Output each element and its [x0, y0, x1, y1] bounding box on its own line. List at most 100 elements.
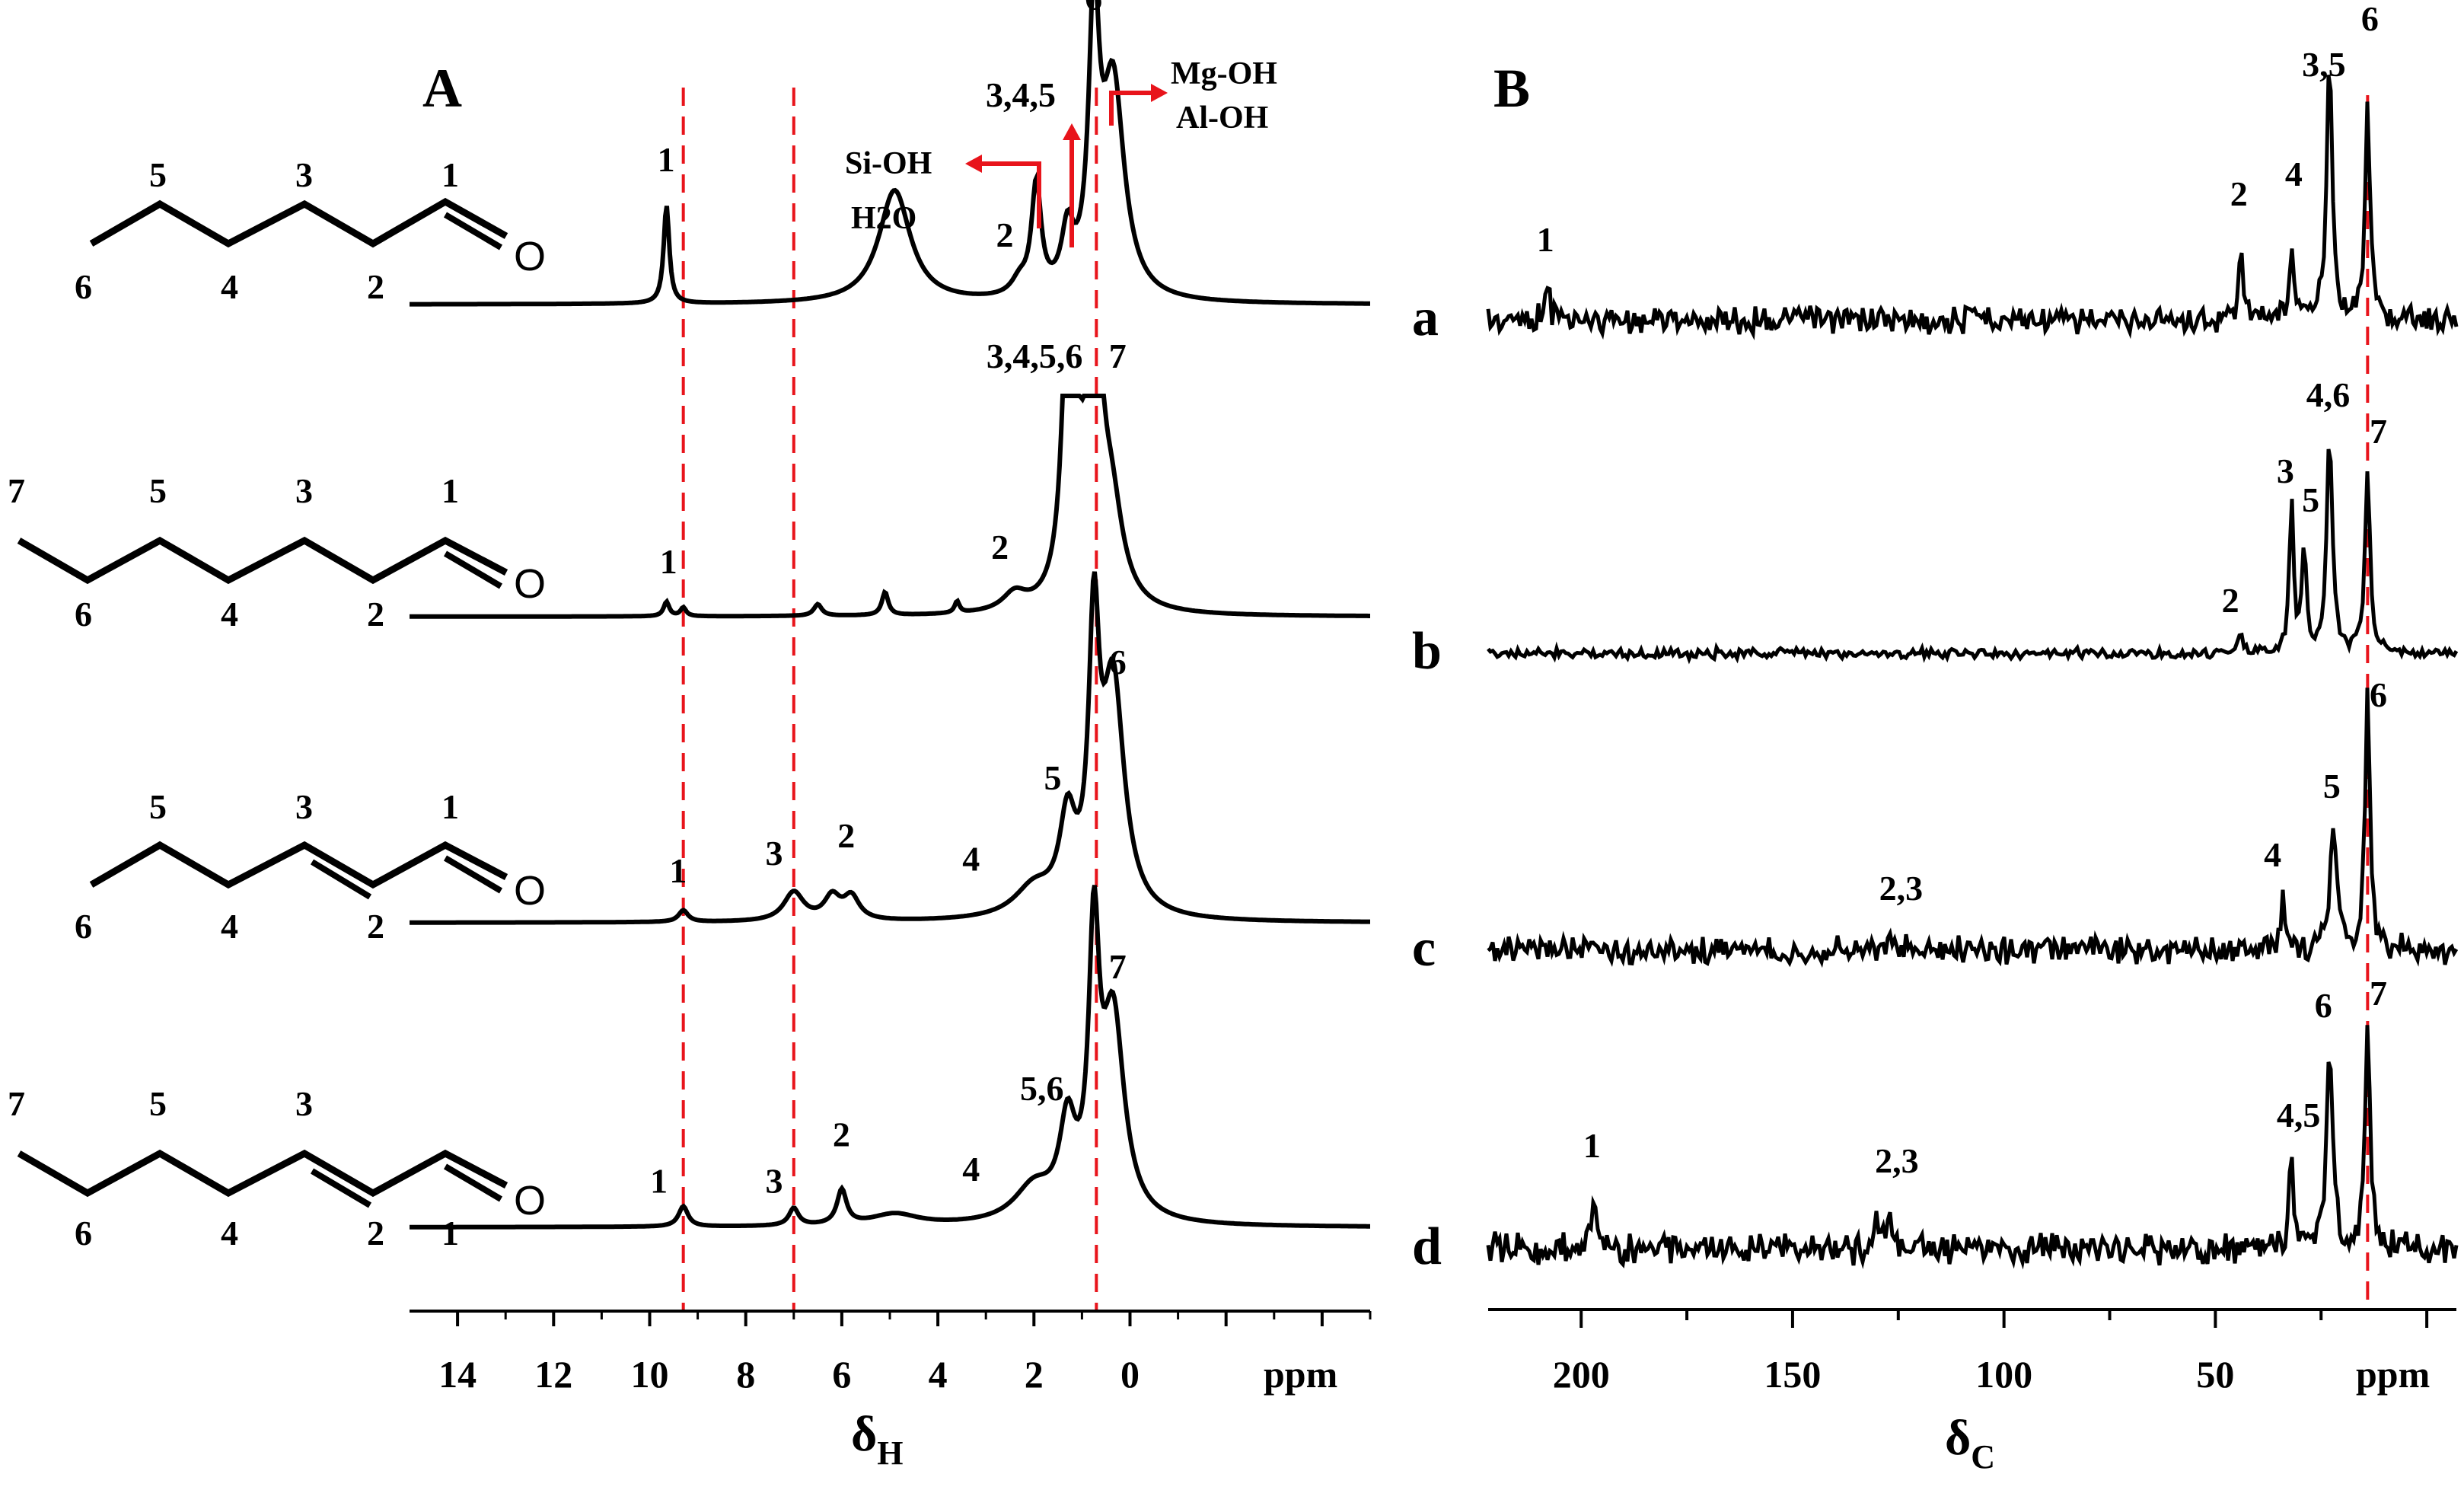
- arrow-si-oh: [978, 161, 1041, 228]
- molecule-number: 6: [75, 1214, 92, 1252]
- annotation-label: H2O: [851, 201, 916, 236]
- unit-label: ppm: [2356, 1353, 2430, 1396]
- peak-label: 7: [1109, 337, 1127, 375]
- peak-label: 3,5: [2302, 45, 2346, 84]
- x-ticks: 14 12 10 8 6 4 2 0: [438, 1311, 1372, 1396]
- molecule-skeleton: [89, 197, 508, 248]
- peak-label: 4: [2264, 835, 2281, 874]
- tick-label: 8: [736, 1353, 755, 1396]
- peak-label: 3,4,5,6: [987, 337, 1083, 375]
- tick-label: 150: [1764, 1353, 1821, 1396]
- peak-label: 4,6: [2306, 375, 2351, 414]
- arrowhead: [1063, 123, 1081, 140]
- carbonyl-double-bond: [443, 1163, 503, 1202]
- peak-label: 4: [962, 840, 980, 879]
- tick-label: 50: [2196, 1353, 2234, 1396]
- peak-label: 5: [1044, 758, 1062, 797]
- alkene-double-bond: [310, 859, 372, 900]
- peak-label: 2: [837, 816, 855, 855]
- peak-label: 5,6: [1020, 1069, 1064, 1108]
- molecule-heptanal: O 7 6 5 4 3 2 1: [8, 471, 546, 633]
- molecule-number: 3: [295, 787, 313, 826]
- axis-symbol: δ: [1945, 1410, 1971, 1466]
- molecule-number: 2: [367, 1214, 384, 1252]
- peak-label: 2: [991, 528, 1009, 566]
- molecule-skeleton: [17, 536, 508, 585]
- peak-label: 3: [2277, 451, 2294, 490]
- spectrum-d: [1486, 1025, 2459, 1270]
- molecule-number: 2: [367, 907, 384, 946]
- molecule-number: 6: [75, 907, 92, 946]
- tick-label: 14: [438, 1353, 477, 1396]
- x-axis-label: δC: [1945, 1410, 1995, 1476]
- axis-symbol: δ: [851, 1406, 877, 1462]
- molecule-atom-label: O: [514, 234, 546, 279]
- molecule-atom-label: O: [514, 868, 546, 914]
- panel-title: A: [422, 58, 462, 119]
- molecule-number: 4: [221, 1214, 238, 1252]
- spectrum-2-heptenal: [410, 885, 1370, 1230]
- peak-label: 6: [1085, 0, 1102, 17]
- peak-label: 2,3: [1879, 869, 1924, 908]
- molecule-number: 1: [441, 1214, 459, 1252]
- peak-label: 4: [962, 1150, 980, 1188]
- annotation-label: Si-OH: [845, 146, 932, 181]
- peak-label: 7: [1109, 947, 1127, 986]
- panel-title: B: [1493, 58, 1530, 119]
- alkene-double-bond: [310, 1168, 372, 1208]
- tick-label: 200: [1553, 1353, 1610, 1396]
- trace-labels: a b c d: [1412, 289, 1442, 1276]
- spectra-traces: [410, 0, 1370, 1230]
- peak-label: 6: [2315, 986, 2332, 1025]
- spectrum-b: [1487, 448, 2459, 665]
- spectrum-heptanal: [410, 394, 1370, 619]
- peak-label: 1: [669, 851, 687, 890]
- unit-label: ppm: [1264, 1353, 1337, 1396]
- peak-label: 1: [1583, 1126, 1601, 1165]
- assignment-annotations: 3,4,5 Si-OH H2O Mg-OH Al-OH: [845, 56, 1277, 247]
- molecule-number: 1: [441, 471, 459, 510]
- molecule-number: 3: [295, 155, 313, 194]
- peak-label: 4,5: [2277, 1096, 2321, 1134]
- molecule-2-heptenal: O 7 6 5 4 3 2 1: [8, 1084, 546, 1252]
- molecule-skeleton: [89, 841, 508, 889]
- x-axis-label: δH: [851, 1406, 904, 1472]
- molecule-number: 5: [149, 787, 167, 826]
- annotation-label: 3,4,5: [986, 75, 1056, 114]
- peak-label: 2: [2222, 581, 2239, 620]
- peak-label: 2: [996, 215, 1013, 254]
- carbonyl-double-bond: [443, 212, 503, 250]
- molecule-number: 2: [367, 595, 384, 633]
- molecule-number: 5: [149, 1084, 167, 1123]
- reference-lines: [681, 88, 1098, 1310]
- molecule-number: 4: [221, 907, 238, 946]
- peak-label: 3: [766, 834, 783, 873]
- molecule-number: 7: [8, 471, 25, 510]
- molecule-atom-label: O: [514, 561, 546, 607]
- axis-subscript: C: [1971, 1438, 1995, 1476]
- axis-frame: [1488, 1308, 2456, 1311]
- arrow-mg-oh: [1109, 91, 1155, 126]
- molecule-number: 2: [367, 267, 384, 306]
- molecule-number: 6: [75, 267, 92, 306]
- axis-subscript: H: [877, 1434, 903, 1472]
- spectrum-c: [1487, 688, 2459, 968]
- peak-label: 5: [2302, 480, 2319, 519]
- spectrum-hexanal: [410, 0, 1370, 307]
- annotation-label: Al-OH: [1176, 101, 1268, 136]
- peak-label: 2: [833, 1115, 850, 1154]
- molecule-number: 1: [441, 787, 459, 826]
- molecule-atom-label: O: [514, 1178, 546, 1224]
- peak-label: 1: [650, 1161, 668, 1200]
- molecule-skeleton: [17, 1149, 508, 1198]
- carbonyl-double-bond: [443, 855, 503, 894]
- tick-label: 100: [1975, 1353, 2032, 1396]
- molecule-number: 1: [441, 155, 459, 194]
- tick-label: 6: [832, 1353, 851, 1396]
- arrowhead: [1151, 84, 1168, 102]
- peak-label: 6: [2361, 0, 2379, 38]
- molecule-hexanal: O 6 5 4 3 2 1: [75, 155, 546, 306]
- peak-label: 1: [660, 542, 677, 581]
